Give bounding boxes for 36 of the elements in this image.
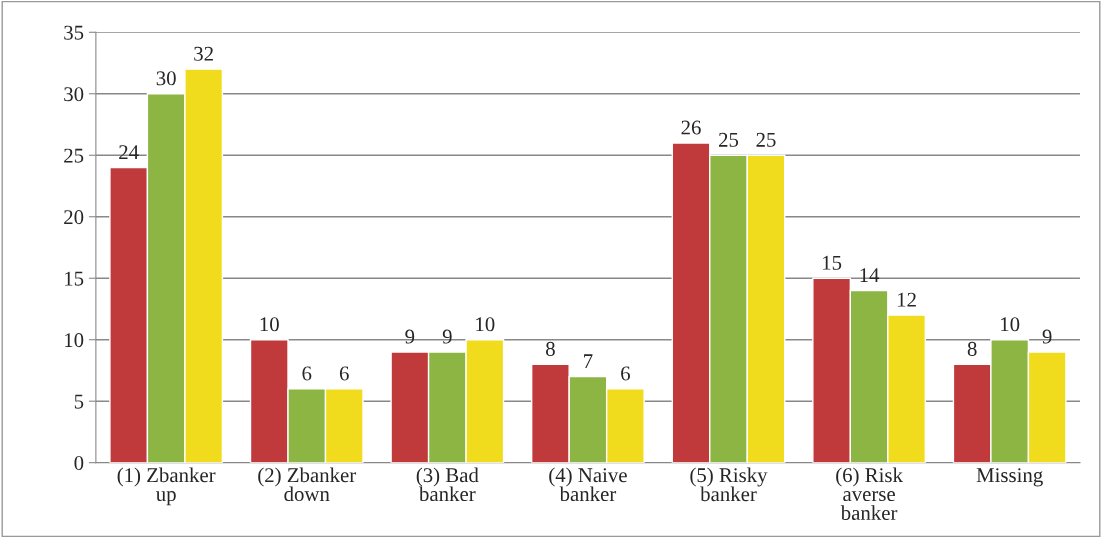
data-label: 10: [1001, 317, 1020, 332]
data-label: 8: [967, 341, 977, 356]
y-tick-label: 30: [64, 87, 84, 102]
data-label: 7: [584, 354, 593, 368]
data-label: 12: [897, 292, 916, 307]
data-label: 14: [860, 268, 880, 282]
data-label: 9: [405, 329, 415, 344]
data-label: 9: [1042, 329, 1052, 344]
data-label: 10: [476, 317, 495, 332]
data-label: 8: [546, 341, 555, 356]
x-tick-label: (5) Risky banker: [690, 467, 768, 502]
x-tick-label: (1) Zbanker up: [117, 467, 216, 506]
y-tick-label: 5: [74, 394, 84, 409]
y-tick-label: 25: [64, 148, 84, 163]
x-tick-label: (3) Bad banker: [416, 467, 479, 502]
data-label: 25: [719, 132, 739, 147]
data-label: 26: [681, 120, 701, 135]
y-tick-label: 15: [65, 271, 84, 286]
data-label: 9: [442, 329, 452, 344]
y-tick-label: 10: [65, 333, 84, 348]
data-label: 30: [156, 71, 176, 86]
data-label: 32: [194, 46, 213, 61]
data-label: 25: [756, 132, 776, 147]
x-tick-label: Missing: [976, 468, 1043, 487]
data-label: 6: [302, 366, 312, 381]
data-label: 24: [119, 145, 139, 159]
x-tick-label: (2) Zbanker down: [258, 467, 357, 502]
data-label: 6: [621, 366, 630, 381]
data-label: 15: [823, 255, 842, 270]
x-tick-label: (4) Naive banker: [549, 467, 627, 502]
data-label: 10: [260, 317, 279, 332]
data-label: 6: [339, 366, 349, 381]
y-tick-label: 20: [64, 210, 84, 225]
y-tick-label: 35: [64, 25, 84, 40]
x-tick-label: (6) Risk averse banker: [836, 467, 903, 520]
y-tick-label: 0: [74, 456, 84, 471]
